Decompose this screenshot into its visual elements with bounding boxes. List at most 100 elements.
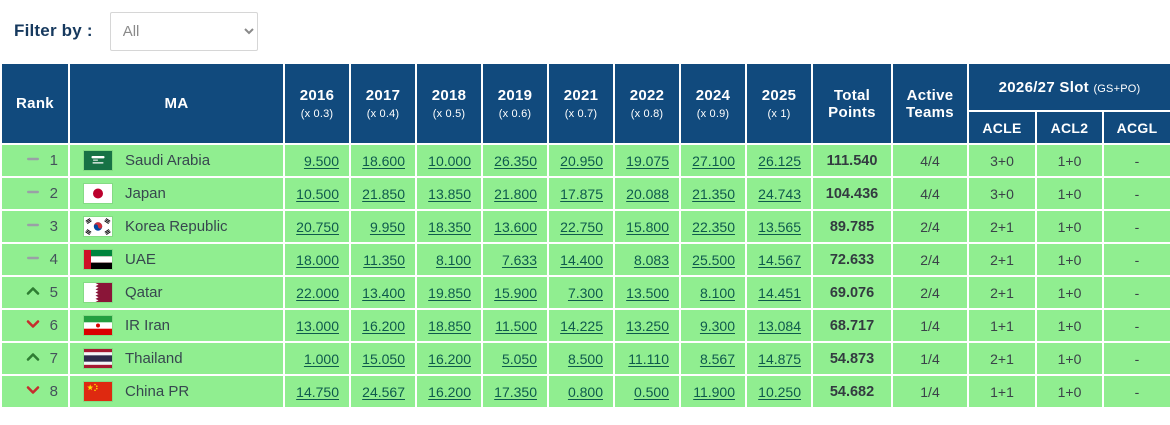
points-link[interactable]: 5.050 [501,350,537,367]
points-link[interactable]: 13.084 [758,317,801,334]
points-link[interactable]: 8.100 [699,284,735,301]
points-link[interactable]: 26.125 [758,152,801,169]
slot-acle-value: 2+1 [967,275,1037,310]
points-cell-2021: 0.800 [547,374,615,409]
points-link[interactable]: 18.350 [428,218,471,235]
slot-group-suffix: (GS+PO) [1093,82,1141,95]
points-link[interactable]: 11.900 [693,383,735,400]
points-link[interactable]: 16.200 [362,317,405,334]
points-link[interactable]: 1.000 [303,350,339,367]
points-link[interactable]: 21.350 [692,185,735,202]
points-link[interactable]: 10.500 [296,185,339,202]
rank-cell: 3 [0,209,70,244]
country-name: Japan [125,185,166,202]
points-link[interactable]: 7.633 [501,251,537,268]
points-link[interactable]: 13.400 [362,284,405,301]
table-row: 8 China PR 14.750 24.567 16.200 17.350 0.800 0.… [0,374,1170,409]
total-points-value: 54.873 [811,341,893,376]
points-link[interactable]: 11.110 [628,350,669,367]
points-link[interactable]: 8.100 [435,251,471,268]
year-column-header-2022: 2022 (x 0.8) [613,62,681,145]
points-link[interactable]: 14.875 [758,350,801,367]
points-link[interactable]: 26.350 [494,152,537,169]
points-link[interactable]: 18.850 [428,317,471,334]
points-link[interactable]: 10.250 [758,383,801,400]
ma-cell: Qatar [68,275,285,310]
points-link[interactable]: 21.850 [362,185,405,202]
points-cell-2025: 14.875 [745,341,813,376]
points-link[interactable]: 17.350 [494,383,537,400]
points-link[interactable]: 14.400 [560,251,603,268]
points-link[interactable]: 24.567 [362,383,405,400]
rank-up-icon [25,283,41,302]
rank-cell: 4 [0,242,70,277]
rank-number: 5 [49,284,58,301]
points-link[interactable]: 14.225 [560,317,603,334]
points-link[interactable]: 17.875 [560,185,603,202]
filter-bar: Filter by : All [0,0,1170,62]
points-link[interactable]: 0.800 [567,383,603,400]
points-link[interactable]: 15.800 [626,218,669,235]
points-cell-2024: 21.350 [679,176,747,211]
points-link[interactable]: 27.100 [692,152,735,169]
points-link[interactable]: 13.600 [494,218,537,235]
points-link[interactable]: 24.743 [758,185,801,202]
points-link[interactable]: 16.200 [428,383,471,400]
points-link[interactable]: 15.900 [494,284,537,301]
points-cell-2019: 11.500 [481,308,549,343]
points-link[interactable]: 20.088 [626,185,669,202]
points-cell-2017: 18.600 [349,143,417,178]
points-link[interactable]: 11.500 [495,317,537,334]
points-link[interactable]: 18.000 [296,251,339,268]
points-link[interactable]: 19.850 [428,284,471,301]
table-row: 7 Thailand 1.000 15.050 16.200 5.050 8.500 11.1… [0,341,1170,376]
points-link[interactable]: 18.600 [362,152,405,169]
points-link[interactable]: 13.250 [626,317,669,334]
slot-acle-value: 3+0 [967,143,1037,178]
points-link[interactable]: 20.950 [560,152,603,169]
points-link[interactable]: 13.500 [626,284,669,301]
points-link[interactable]: 22.750 [560,218,603,235]
points-cell-2018: 18.350 [415,209,483,244]
points-link[interactable]: 8.567 [699,350,735,367]
points-link[interactable]: 7.300 [567,284,603,301]
points-link[interactable]: 15.050 [362,350,405,367]
points-link[interactable]: 9.300 [699,317,735,334]
points-link[interactable]: 11.350 [363,251,405,268]
points-link[interactable]: 0.500 [633,383,669,400]
points-link[interactable]: 13.000 [296,317,339,334]
points-link[interactable]: 22.350 [692,218,735,235]
ma-cell: IR Iran [68,308,285,343]
points-link[interactable]: 14.567 [758,251,801,268]
points-link[interactable]: 10.000 [428,152,471,169]
rank-number: 2 [49,185,58,202]
table-row: 3 Korea Republic 20.750 9.950 18.350 13.600 22… [0,209,1170,244]
country-name: IR Iran [125,317,171,334]
points-cell-2016: 18.000 [283,242,351,277]
points-cell-2017: 15.050 [349,341,417,376]
points-link[interactable]: 20.750 [296,218,339,235]
points-link[interactable]: 8.083 [633,251,669,268]
points-link[interactable]: 13.565 [758,218,801,235]
points-link[interactable]: 22.000 [296,284,339,301]
ranking-table: Rank MA 2016 (x 0.3) 2017 (x 0.4) 2018 (x 0.5… [0,62,1170,409]
active-teams-value: 4/4 [891,143,969,178]
points-cell-2022: 19.075 [613,143,681,178]
points-link[interactable]: 21.800 [494,185,537,202]
slot-acl2-value: 1+0 [1035,209,1104,244]
points-cell-2019: 17.350 [481,374,549,409]
flag-uae [83,249,113,270]
year-column-header-2016: 2016 (x 0.3) [283,62,351,145]
points-cell-2021: 17.875 [547,176,615,211]
points-link[interactable]: 25.500 [692,251,735,268]
points-link[interactable]: 9.950 [369,218,405,235]
points-link[interactable]: 14.451 [758,284,801,301]
filter-select[interactable]: All [109,11,258,51]
points-link[interactable]: 14.750 [296,383,339,400]
points-link[interactable]: 8.500 [567,350,603,367]
points-link[interactable]: 9.500 [303,152,339,169]
points-link[interactable]: 16.200 [428,350,471,367]
points-link[interactable]: 19.075 [626,152,669,169]
slot-acle-value: 1+1 [967,308,1037,343]
points-link[interactable]: 13.850 [428,185,471,202]
